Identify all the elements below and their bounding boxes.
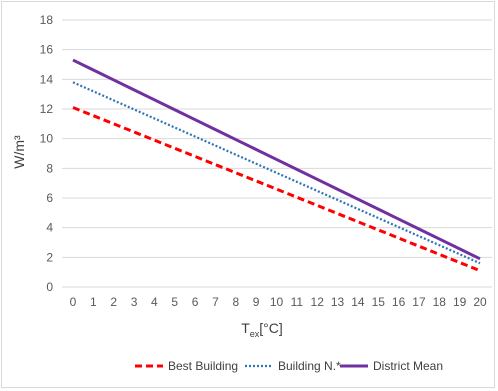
y-tick-label: 10 bbox=[40, 132, 54, 146]
x-tick-label: 12 bbox=[311, 295, 325, 309]
x-axis-label-sub: ex bbox=[250, 329, 260, 339]
legend-label-1: Building N.* bbox=[278, 359, 341, 373]
gridlines bbox=[62, 19, 492, 288]
x-axis-label: Tex[°C] bbox=[241, 320, 283, 339]
legend-label-0: Best Building bbox=[168, 359, 238, 373]
x-tick-labels: 0 1 2 3 4 5 6 7 8 9 10 11 12 13 14 15 16 17 18 19 20 bbox=[70, 295, 487, 309]
x-tick-label: 4 bbox=[151, 295, 158, 309]
x-tick-label: 11 bbox=[291, 295, 304, 309]
x-tick-label: 14 bbox=[351, 295, 365, 309]
x-tick-label: 8 bbox=[232, 295, 239, 309]
y-tick-label: 0 bbox=[46, 280, 53, 294]
x-tick-label: 2 bbox=[110, 295, 117, 309]
x-tick-label: 6 bbox=[192, 295, 199, 309]
x-tick-label: 15 bbox=[372, 295, 386, 309]
legend: Best Building Building N.* District Mean bbox=[135, 359, 443, 373]
y-tick-labels: 0 2 4 6 8 10 12 14 16 18 bbox=[40, 13, 54, 294]
x-tick-label: 20 bbox=[473, 295, 487, 309]
x-tick-label: 17 bbox=[412, 295, 426, 309]
legend-label-2: District Mean bbox=[373, 359, 443, 373]
x-axis-label-unit: [°C] bbox=[259, 320, 283, 336]
y-tick-label: 6 bbox=[46, 191, 53, 205]
x-tick-label: 18 bbox=[433, 295, 447, 309]
y-axis-label: W/m³ bbox=[11, 135, 27, 169]
y-tick-label: 2 bbox=[46, 250, 53, 264]
x-tick-label: 9 bbox=[253, 295, 260, 309]
y-tick-label: 8 bbox=[46, 161, 53, 175]
x-axis-label-main: T bbox=[241, 320, 250, 336]
x-tick-label: 19 bbox=[453, 295, 467, 309]
x-tick-label: 10 bbox=[270, 295, 284, 309]
x-tick-label: 13 bbox=[331, 295, 345, 309]
series-line-2 bbox=[72, 58, 481, 261]
y-tick-label: 12 bbox=[40, 102, 54, 116]
x-tick-label: 7 bbox=[212, 295, 219, 309]
y-tick-label: 4 bbox=[46, 221, 53, 235]
x-tick-label: 0 bbox=[70, 295, 77, 309]
y-tick-label: 18 bbox=[40, 13, 54, 27]
x-tick-label: 1 bbox=[90, 295, 97, 309]
series-line-0 bbox=[72, 106, 481, 273]
series-lines bbox=[72, 58, 481, 273]
y-tick-label: 14 bbox=[40, 72, 54, 86]
x-tick-label: 5 bbox=[171, 295, 178, 309]
x-tick-label: 3 bbox=[131, 295, 138, 309]
y-tick-label: 16 bbox=[40, 43, 54, 57]
x-tick-label: 16 bbox=[392, 295, 406, 309]
